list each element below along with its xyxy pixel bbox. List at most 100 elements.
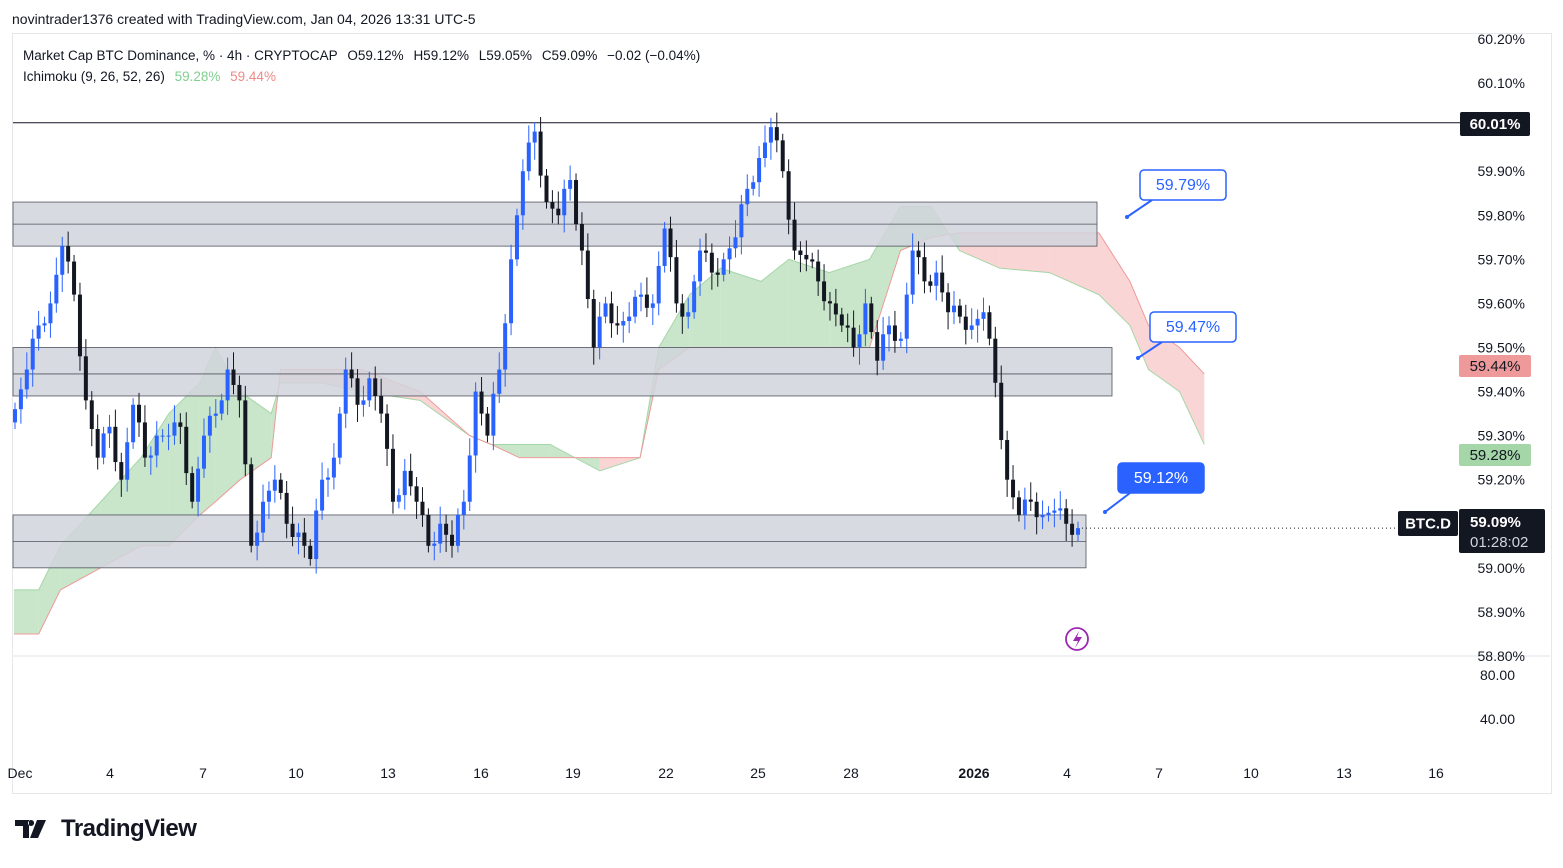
- indicator-title[interactable]: Ichimoku (9, 26, 52, 26): [23, 69, 165, 84]
- candle-body: [1005, 440, 1010, 480]
- candle: [390, 434, 395, 514]
- candle-body: [308, 545, 313, 560]
- candle: [385, 404, 390, 467]
- candle-body: [668, 228, 673, 258]
- candle-body: [373, 378, 378, 396]
- lower-pane-tick: 80.00: [1480, 667, 1515, 683]
- candle: [131, 398, 136, 449]
- callout-label: 59.79%: [1156, 177, 1210, 194]
- candle-body: [680, 303, 685, 317]
- candle-body: [60, 246, 65, 275]
- candle: [166, 423, 171, 451]
- candle-body: [851, 327, 856, 348]
- candle: [727, 236, 732, 274]
- tradingview-logo[interactable]: TradingView: [15, 815, 197, 843]
- candle: [721, 252, 726, 282]
- candle-body: [438, 523, 443, 544]
- candle-body: [66, 246, 71, 262]
- candle: [426, 508, 431, 553]
- candle: [993, 326, 998, 398]
- candle: [485, 406, 490, 443]
- ichimoku-span-b-badge-bg: [1459, 355, 1531, 377]
- candle: [804, 240, 809, 272]
- candle: [999, 365, 1004, 450]
- candle-body: [1022, 499, 1027, 515]
- callout-anchor: [1125, 215, 1129, 219]
- candle: [922, 242, 927, 294]
- candle-body: [514, 215, 519, 260]
- candle: [574, 173, 579, 231]
- ichimoku-span-b-badge: 59.44%: [1459, 355, 1531, 377]
- candle: [444, 514, 449, 552]
- ichimoku-cloud-segment: [788, 259, 830, 348]
- x-tick-label: 10: [1243, 765, 1259, 781]
- ichimoku-span-a-badge: 59.28%: [1459, 444, 1531, 466]
- price-callout[interactable]: 59.12%: [1103, 462, 1205, 514]
- logo-text: TradingView: [61, 815, 197, 842]
- candle: [461, 489, 466, 530]
- candle: [54, 257, 59, 313]
- candle: [266, 481, 271, 519]
- candle: [662, 221, 667, 273]
- candle-body: [810, 259, 815, 262]
- candle-body: [467, 455, 472, 502]
- candle: [1064, 499, 1069, 541]
- candle: [196, 456, 201, 517]
- lower-pane-tick: 40.00: [1480, 711, 1515, 727]
- candle: [379, 378, 384, 423]
- y-tick-label: 59.70%: [1478, 251, 1525, 267]
- candle: [674, 239, 679, 313]
- y-tick-label: 59.60%: [1478, 295, 1525, 311]
- candle-body: [951, 305, 956, 313]
- x-tick-label: 13: [380, 765, 396, 781]
- candle: [892, 310, 897, 353]
- lightning-glyph: [1073, 631, 1082, 648]
- candle-body: [703, 250, 708, 253]
- ichimoku-cloud-segment: [13, 589, 39, 634]
- candle: [331, 443, 336, 490]
- candle: [213, 399, 218, 428]
- candle: [774, 112, 779, 153]
- candle-body: [538, 131, 543, 176]
- price-callout[interactable]: 59.47%: [1136, 311, 1237, 360]
- candle: [367, 371, 372, 407]
- candle-body: [296, 532, 301, 537]
- candle: [355, 369, 360, 422]
- ohlc-high: H59.12%: [413, 48, 469, 63]
- candle: [296, 523, 301, 555]
- candle-body: [455, 514, 460, 546]
- candle-body: [544, 175, 549, 203]
- lightning-event-icon[interactable]: [1065, 627, 1089, 651]
- ichimoku-cloud-segment: [1179, 347, 1205, 445]
- candle: [1005, 430, 1010, 497]
- candle: [568, 165, 573, 201]
- candle-body: [568, 180, 573, 189]
- candle-body: [1011, 479, 1016, 498]
- candle-body: [532, 131, 537, 143]
- candle-body: [644, 294, 649, 308]
- candle-body: [231, 369, 236, 385]
- candle-body: [503, 323, 508, 370]
- candle: [24, 352, 29, 399]
- candle: [928, 274, 933, 293]
- candle-body: [266, 490, 271, 502]
- candle: [142, 405, 147, 467]
- candle-body: [892, 325, 897, 341]
- ichimoku-span-a-badge-text: 59.28%: [1470, 447, 1521, 464]
- price-callout[interactable]: 59.79%: [1125, 169, 1227, 219]
- ichimoku-cloud-segment: [141, 413, 169, 546]
- candle-body: [638, 294, 643, 297]
- y-tick-label: 60.10%: [1478, 75, 1525, 91]
- candle-body: [225, 369, 230, 401]
- symbol-title[interactable]: Market Cap BTC Dominance, % · 4h · CRYPT…: [23, 48, 338, 63]
- candle: [72, 254, 77, 302]
- ohlc-close: C59.09%: [541, 48, 598, 63]
- tradingview-logo-icon: [15, 820, 46, 838]
- candle: [1058, 491, 1063, 520]
- candle: [763, 125, 768, 168]
- candle-body: [768, 127, 773, 143]
- candle-body: [963, 316, 968, 330]
- ichimoku-cloud-segment: [761, 259, 789, 348]
- last-price-badge: 59.09% 01:28:02: [1459, 509, 1545, 553]
